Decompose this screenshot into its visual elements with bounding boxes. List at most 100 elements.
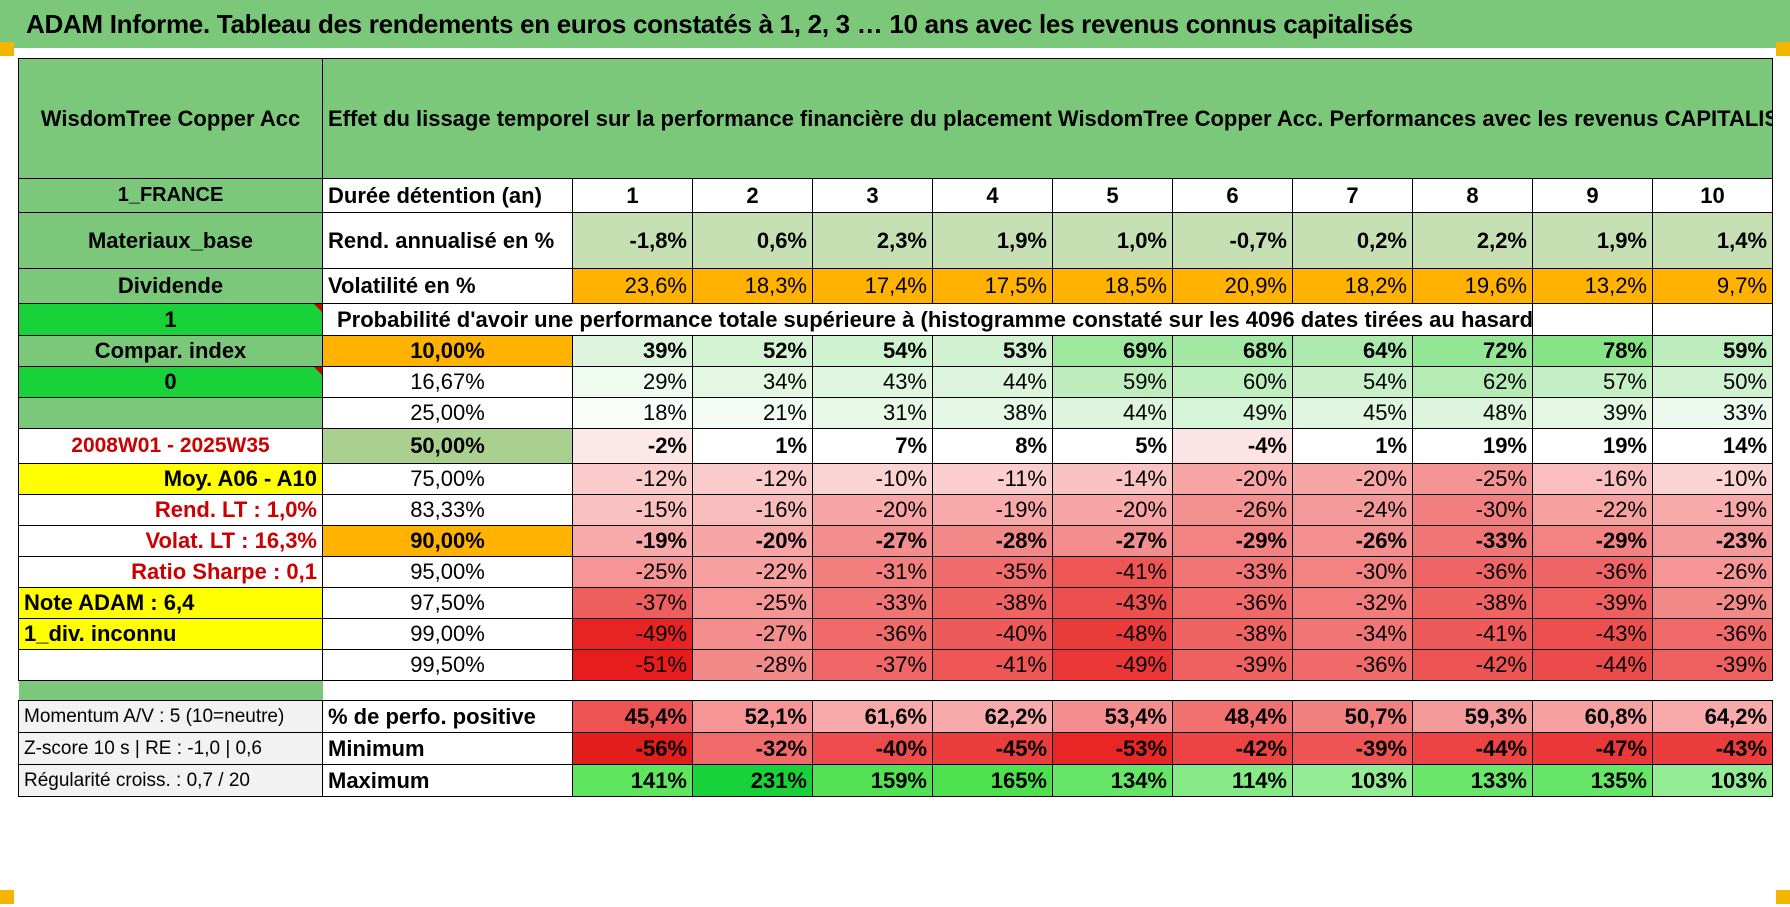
div-inconnu-label: 1_div. inconnu xyxy=(18,618,323,650)
quantile-cell: 33% xyxy=(1651,397,1774,429)
quantile-row: 0 16,67% 29% 34% 43% 44% 59% 60% 54% 62% 57% 50% xyxy=(18,366,1774,398)
quantile-cell: 18% xyxy=(572,397,693,429)
quantile-cell: -33% xyxy=(1412,525,1533,557)
quantile-cell: -22% xyxy=(692,556,813,588)
stats-cell: -44% xyxy=(1412,732,1533,765)
quantile-cell: -38% xyxy=(1412,587,1533,619)
stats-cell: -39% xyxy=(1292,732,1413,765)
quantile-cell: -26% xyxy=(1292,525,1413,557)
vol-cell: 13,2% xyxy=(1532,268,1653,304)
quantile-cell: -19% xyxy=(572,525,693,557)
vol-cell: 23,6% xyxy=(572,268,693,304)
quantile-cell: -43% xyxy=(1052,587,1173,619)
rend-label: Rend. annualisé en % xyxy=(322,212,573,269)
stats-cell: 231% xyxy=(692,764,813,797)
quantile-level: 97,50% xyxy=(322,587,573,619)
dividend-label: Dividende xyxy=(18,268,323,304)
duration-cell: 5 xyxy=(1052,178,1173,213)
quantile-cell: 44% xyxy=(1052,397,1173,429)
stats-cell: 141% xyxy=(572,764,693,797)
quantile-cell: -41% xyxy=(932,649,1053,681)
quantile-cell: -39% xyxy=(1532,587,1653,619)
vol-cell: 17,5% xyxy=(932,268,1053,304)
quantile-cell: -11% xyxy=(932,463,1053,495)
stats-cell: 53,4% xyxy=(1052,700,1173,733)
duration-cell: 6 xyxy=(1172,178,1293,213)
stats-cell: 60,8% xyxy=(1532,700,1653,733)
quantile-cell: -25% xyxy=(692,587,813,619)
quantile-cell: -20% xyxy=(812,494,933,526)
quantile-row: 99,50% -51% -28% -37% -41% -49% -39% -36% -42% -4… xyxy=(18,649,1774,681)
quantile-cell: 49% xyxy=(1172,397,1293,429)
quantile-cell: -12% xyxy=(692,463,813,495)
report-title: ADAM Informe. Tableau des rendements en … xyxy=(0,0,1790,48)
prob-header-row: 1 Probabilité d'avoir une performance to… xyxy=(18,303,1774,336)
quantile-cell: 44% xyxy=(932,366,1053,398)
quantile-cell: 7% xyxy=(812,428,933,464)
quantile-cell: -39% xyxy=(1172,649,1293,681)
quantile-row: Compar. index 10,00% 39% 52% 54% 53% 69% 68% 64%… xyxy=(18,335,1774,367)
rend-cell: 1,0% xyxy=(1052,212,1173,269)
rend-cell: 0,2% xyxy=(1292,212,1413,269)
vol-cell: 18,5% xyxy=(1052,268,1173,304)
duration-label: Durée détention (an) xyxy=(322,178,573,213)
quantile-cell: 39% xyxy=(1532,397,1653,429)
quantile-cell: -27% xyxy=(812,525,933,557)
quantile-row: 25,00% 18% 21% 31% 38% 44% 49% 45% 48% 39% 33% xyxy=(18,397,1774,429)
quantile-cell: 69% xyxy=(1052,335,1173,367)
quantile-cell: -44% xyxy=(1532,649,1653,681)
quantile-cell: 19% xyxy=(1532,428,1653,464)
stats-cell: 114% xyxy=(1172,764,1293,797)
quantile-row: Rend. LT : 1,0% 83,33% -15% -16% -20% -19% -20… xyxy=(18,494,1774,526)
rend-cell: 1,9% xyxy=(1532,212,1653,269)
rend-row: Materiaux_base Rend. annualisé en % -1,8… xyxy=(18,212,1774,269)
performance-table: WisdomTree Copper Acc Effet du lissage t… xyxy=(18,58,1774,797)
quantile-cell: -10% xyxy=(1651,463,1774,495)
quantile-level: 99,00% xyxy=(322,618,573,650)
quantile-cell: 14% xyxy=(1651,428,1774,464)
vol-label: Volatilité en % xyxy=(322,268,573,304)
quantile-cell: -34% xyxy=(1292,618,1413,650)
stats-cell: 59,3% xyxy=(1412,700,1533,733)
vol-cell: 18,2% xyxy=(1292,268,1413,304)
duration-cell: 8 xyxy=(1412,178,1533,213)
quantile-level: 75,00% xyxy=(322,463,573,495)
rend-cell: -0,7% xyxy=(1172,212,1293,269)
quantile-cell: 53% xyxy=(932,335,1053,367)
rend-cell: 2,2% xyxy=(1412,212,1533,269)
quantile-cell: -2% xyxy=(572,428,693,464)
quantile-cell: -20% xyxy=(1292,463,1413,495)
stats-label: % de perfo. positive xyxy=(322,700,573,733)
quantile-cell: -42% xyxy=(1412,649,1533,681)
quantile-cell: -16% xyxy=(692,494,813,526)
quantile-cell: -4% xyxy=(1172,428,1293,464)
quantile-row: 1_div. inconnu 99,00% -49% -27% -36% -40% -48%… xyxy=(18,618,1774,650)
volat-lt-label: Volat. LT : 16,3% xyxy=(18,525,323,557)
regularite-label: Régularité croiss. : 0,7 / 20 xyxy=(18,764,323,797)
vol-cell: 19,6% xyxy=(1412,268,1533,304)
quantile-cell: -16% xyxy=(1532,463,1653,495)
sector-label: Materiaux_base xyxy=(18,212,323,269)
quantile-cell: -43% xyxy=(1532,618,1653,650)
empty-green-cell xyxy=(18,397,323,429)
dividend-value: 1 xyxy=(18,303,323,336)
quantile-cell: -36% xyxy=(1651,618,1774,650)
moy-label: Moy. A06 - A10 xyxy=(18,463,323,495)
quantile-cell: -10% xyxy=(812,463,933,495)
quantile-cell: -19% xyxy=(1651,494,1774,526)
stats-label: Minimum xyxy=(322,732,573,765)
quantile-cell: -36% xyxy=(1532,556,1653,588)
quantile-cell: -31% xyxy=(812,556,933,588)
quantile-cell: -30% xyxy=(1412,494,1533,526)
quantile-cell: -33% xyxy=(1172,556,1293,588)
country-label: 1_FRANCE xyxy=(18,178,323,213)
corner-marker-bottom-right xyxy=(1776,890,1790,904)
compar-index-label: Compar. index xyxy=(18,335,323,367)
quantile-cell: -20% xyxy=(692,525,813,557)
quantile-cell: 31% xyxy=(812,397,933,429)
quantile-cell: -33% xyxy=(812,587,933,619)
rend-cell: 1,4% xyxy=(1651,212,1774,269)
fund-name: WisdomTree Copper Acc xyxy=(18,58,323,179)
vol-cell: 9,7% xyxy=(1651,268,1774,304)
quantile-cell: -26% xyxy=(1172,494,1293,526)
